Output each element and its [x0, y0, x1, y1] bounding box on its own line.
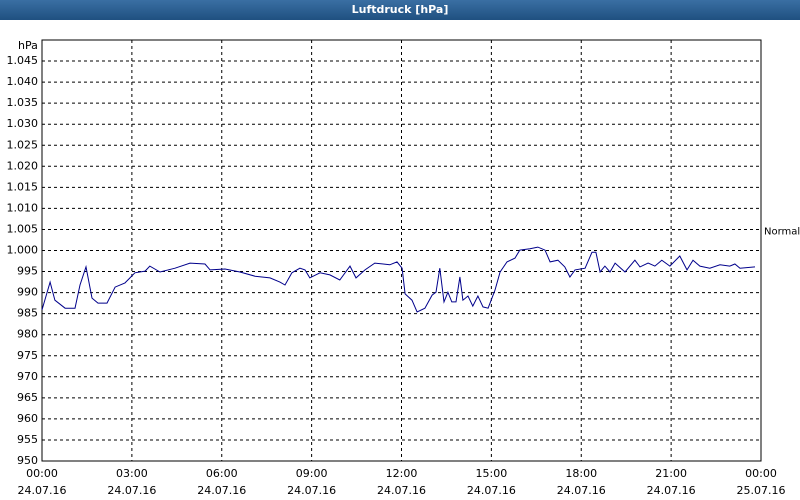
x-tick-label: 15:00 24.07.16 — [466, 467, 516, 497]
y-tick-label: 955 — [17, 433, 38, 446]
x-tick-label: 00:00 24.07.16 — [17, 467, 67, 497]
x-tick-label: 00:00 25.07.16 — [736, 467, 786, 497]
y-tick-label: 1.010 — [7, 201, 39, 214]
y-tick-label: 1.015 — [7, 180, 39, 193]
y-tick-label: 1.020 — [7, 159, 39, 172]
x-tick-label: 09:00 24.07.16 — [287, 467, 337, 497]
y-tick-label: 985 — [17, 307, 38, 320]
title-bar: Luftdruck [hPa] — [0, 0, 800, 20]
chart-title: Luftdruck [hPa] — [351, 3, 449, 16]
x-tick-label: 03:00 24.07.16 — [107, 467, 157, 497]
y-tick-label: 990 — [17, 286, 38, 299]
y-tick-label: 1.000 — [7, 244, 39, 257]
y-axis-label: hPa — [18, 39, 38, 52]
plot-border — [41, 39, 762, 462]
y-tick-label: 950 — [17, 454, 38, 467]
y-tick-label: 1.005 — [7, 222, 39, 235]
y-tick-label: 965 — [17, 391, 38, 404]
y-tick-label: 1.040 — [7, 75, 39, 88]
y-tick-label: 995 — [17, 265, 38, 278]
y-tick-label: 980 — [17, 328, 38, 341]
x-tick-label: 21:00 24.07.16 — [646, 467, 696, 497]
y-tick-label: 1.025 — [7, 138, 39, 151]
y-tick-label: 1.035 — [7, 96, 39, 109]
y-tick-label: 970 — [17, 370, 38, 383]
x-tick-label: 12:00 24.07.16 — [377, 467, 426, 497]
data-line — [41, 246, 756, 313]
x-tick-label: 06:00 24.07.16 — [197, 467, 247, 497]
y-tick-label: 1.030 — [7, 117, 39, 130]
y-tick-label: 975 — [17, 349, 38, 362]
x-tick-label: 18:00 24.07.16 — [556, 467, 606, 497]
y-tick-label: 960 — [17, 412, 38, 425]
y-tick-label: 1.045 — [7, 54, 39, 67]
annotation: Normal — [764, 227, 800, 238]
